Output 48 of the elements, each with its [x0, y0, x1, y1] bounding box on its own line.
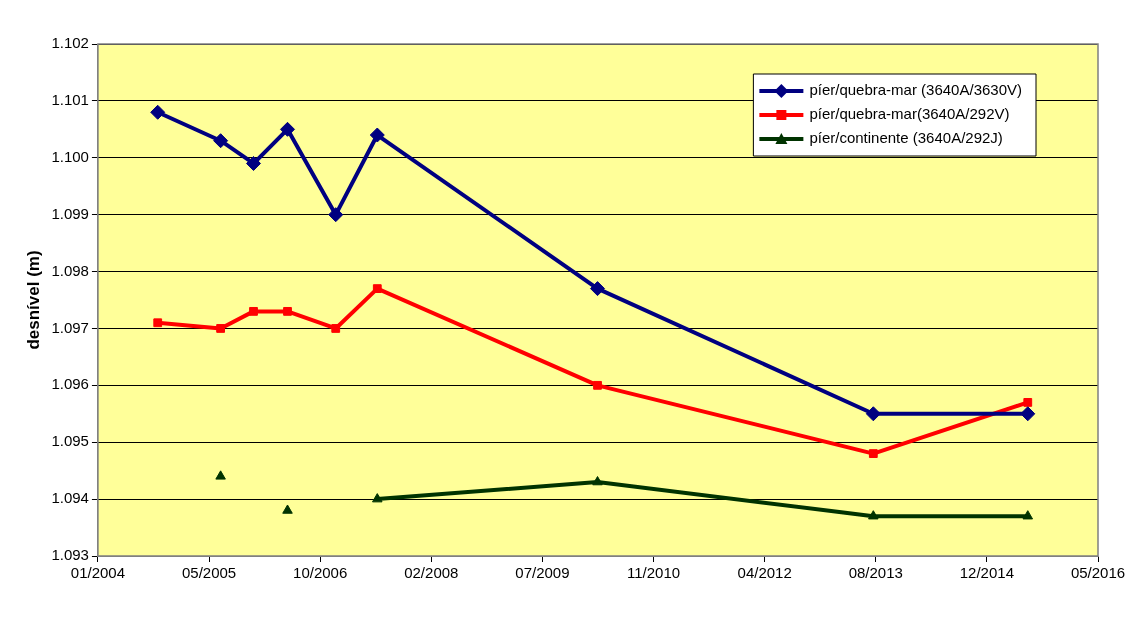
y-tick-label: 1.093	[51, 546, 89, 564]
y-tick-label: 1.100	[51, 147, 89, 165]
point	[1020, 406, 1036, 422]
point	[282, 504, 293, 514]
y-tick-label: 1.097	[51, 318, 89, 336]
point	[372, 284, 382, 294]
y-axis-title: desnível (m)	[23, 250, 43, 350]
point	[592, 476, 603, 486]
legend-label: píer/continente (3640A/292J)	[809, 129, 1003, 147]
point	[593, 380, 602, 390]
legend-label: píer/quebra-mar(3640A/292V)	[809, 105, 1010, 123]
y-tick-label: 1.102	[51, 34, 89, 52]
point	[331, 324, 341, 333]
y-tick-label: 1.094	[51, 489, 89, 507]
x-tick-label: 12/2014	[959, 564, 1014, 582]
point	[1022, 510, 1034, 520]
point	[1023, 398, 1033, 407]
x-tick-label: 05/2005	[181, 564, 237, 582]
point	[280, 121, 295, 137]
y-tick-label: 1.101	[51, 91, 89, 109]
point	[372, 493, 383, 503]
point	[213, 133, 229, 149]
point	[590, 281, 606, 297]
y-tick-label: 1.095	[51, 432, 89, 450]
y-tick-label: 1.096	[51, 375, 89, 393]
point	[328, 207, 344, 223]
point	[216, 324, 225, 333]
x-tick-label: 04/2012	[737, 564, 792, 582]
point	[283, 306, 292, 316]
x-tick-label: 02/2008	[404, 564, 459, 582]
x-tick-label: 07/2009	[515, 564, 570, 582]
legend-label: píer/quebra-mar (3640A/3630V)	[809, 81, 1022, 99]
point	[246, 155, 261, 171]
point	[249, 306, 258, 316]
y-tick-label: 1.098	[51, 261, 89, 279]
point	[150, 104, 166, 120]
x-tick-label: 08/2013	[848, 564, 903, 582]
point	[369, 127, 385, 143]
point	[868, 449, 878, 458]
x-tick-label: 11/2010	[626, 564, 681, 582]
x-tick-label: 05/2016	[1070, 564, 1126, 582]
point	[868, 510, 879, 520]
point	[865, 406, 881, 422]
point	[153, 318, 163, 328]
x-tick-label: 10/2006	[293, 564, 348, 582]
y-tick-label: 1.099	[51, 204, 89, 222]
point	[215, 470, 226, 480]
x-tick-label: 01/2004	[70, 564, 126, 582]
